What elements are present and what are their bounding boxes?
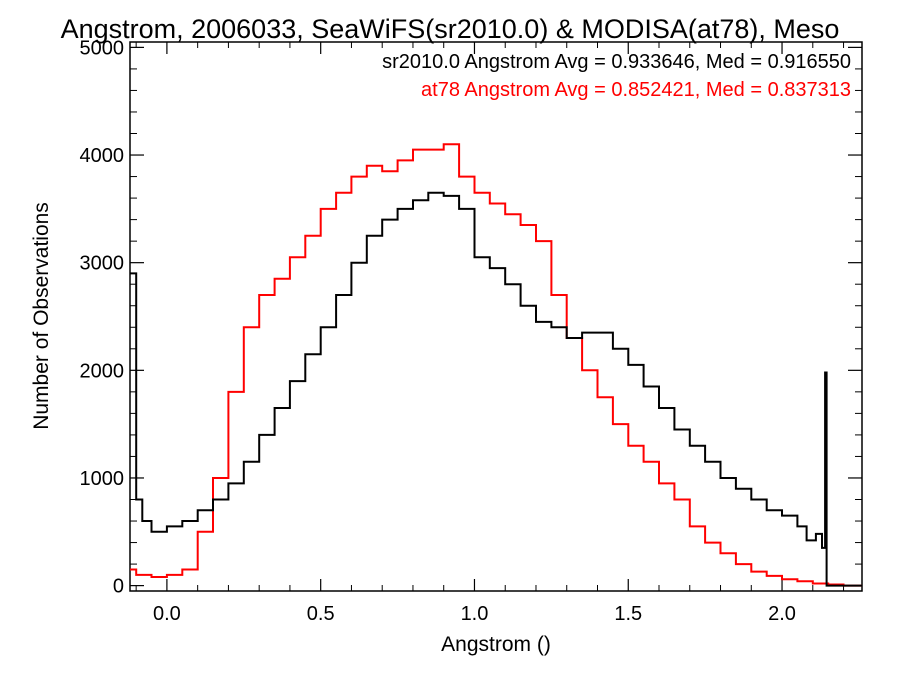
annotation-at78: at78 Angstrom Avg = 0.852421, Med = 0.83…: [421, 79, 851, 101]
y-axis: 0 1000 2000 3000 4000 5000: [80, 37, 862, 598]
series-line-at78: [130, 143, 862, 587]
y-tick-label: 4000: [80, 145, 125, 167]
y-tick-label: 1000: [80, 468, 125, 490]
x-axis: 0.0 0.5 1.0 1.5 2.0: [135, 42, 845, 625]
x-axis-label: Angstrom (): [441, 633, 551, 656]
chart-title: Angstrom, 2006033, SeaWiFS(sr2010.0) & M…: [61, 14, 840, 44]
y-tick-label: 0: [113, 576, 124, 598]
plot-frame: [129, 41, 863, 592]
y-axis-label: Number of Observations: [30, 202, 53, 430]
y-tick-label: 5000: [80, 37, 125, 59]
x-tick-label: 0.0: [153, 603, 181, 625]
series-line-sr2010.0: [130, 191, 862, 587]
y-tick-label: 3000: [80, 253, 125, 275]
x-tick-label: 1.5: [614, 603, 642, 625]
x-tick-label: 1.0: [461, 603, 489, 625]
annotation-sr2010: sr2010.0 Angstrom Avg = 0.933646, Med = …: [382, 51, 851, 73]
x-tick-label: 0.5: [307, 603, 335, 625]
x-tick-label: 2.0: [768, 603, 796, 625]
series-layer: [130, 143, 862, 587]
y-tick-label: 2000: [80, 360, 125, 382]
